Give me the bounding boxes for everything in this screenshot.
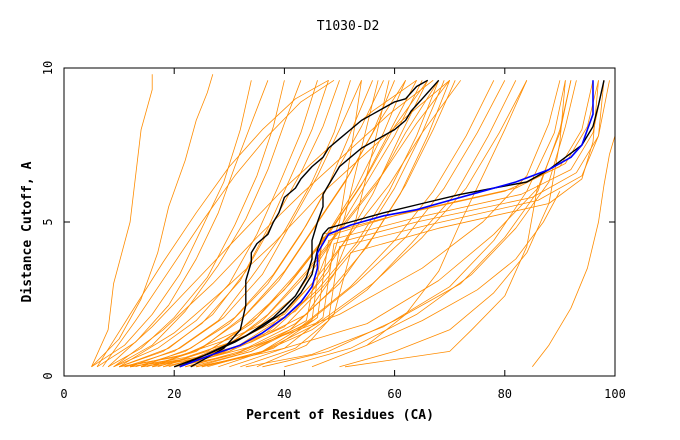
model-curve-43 (229, 80, 610, 368)
reference-curve-2 (179, 79, 440, 368)
model-curve-13 (140, 80, 384, 368)
model-curve-1 (91, 74, 153, 367)
model-curve-35 (196, 80, 517, 368)
y-tick-label: 10 (41, 61, 55, 75)
model-curve-27 (130, 80, 423, 368)
model-curve-36 (201, 80, 528, 368)
x-tick-label: 0 (60, 387, 67, 401)
model-curve-6 (113, 80, 302, 368)
model-curve-42 (218, 80, 605, 368)
model-curve-44 (240, 80, 605, 368)
model-curve-8 (118, 80, 329, 368)
model-curve-7 (113, 80, 318, 368)
model-curve-3 (91, 80, 252, 368)
plot-area (91, 74, 616, 368)
x-axis-label: Percent of Residues (CA) (246, 408, 434, 423)
x-tick-label: 40 (277, 387, 291, 401)
model-curve-53 (344, 184, 539, 368)
chart-title: T1030-D2 (317, 19, 380, 34)
highlight-curve (179, 80, 594, 368)
reference-curve-1 (190, 79, 429, 368)
y-tick-label: 0 (41, 372, 55, 379)
axis-ticks: 0 20 40 60 80 100 0 5 10 (41, 61, 626, 401)
model-curve-17 (163, 80, 429, 368)
reference-curve-3 (173, 80, 605, 368)
model-curve-37 (119, 80, 362, 368)
model-curve-51 (311, 80, 528, 368)
model-curve-25 (96, 79, 329, 368)
model-curve-48 (245, 80, 566, 368)
model-curve-52 (339, 80, 566, 368)
model-curve-34 (190, 80, 506, 368)
model-curve-15 (152, 80, 406, 368)
model-curve-4 (96, 80, 269, 368)
model-curve-11 (129, 80, 362, 368)
model-curve-46 (262, 80, 572, 368)
model-curve-49 (201, 80, 572, 368)
x-tick-label: 60 (387, 387, 401, 401)
x-tick-label: 20 (167, 387, 181, 401)
model-curve-26 (124, 80, 406, 368)
model-curve-21 (107, 79, 417, 368)
y-tick-label: 5 (41, 218, 55, 225)
model-curve-9 (118, 80, 340, 368)
model-curve-45 (256, 80, 599, 368)
model-curve-33 (185, 80, 495, 368)
model-curve-10 (124, 80, 351, 368)
model-curve-55 (366, 191, 561, 346)
model-curve-50 (174, 80, 561, 368)
model-curve-22 (113, 79, 434, 368)
model-curve-2 (91, 74, 214, 368)
x-tick-label: 100 (604, 387, 626, 401)
model-curve-23 (118, 79, 450, 368)
model-curve-54 (531, 135, 616, 368)
model-curve-24 (102, 79, 335, 368)
model-curve-41 (207, 80, 599, 368)
model-curve-47 (284, 80, 577, 368)
y-axis-label: Distance Cutoff, A (20, 161, 35, 302)
x-tick-label: 80 (498, 387, 512, 401)
model-curve-30 (163, 80, 445, 368)
model-curve-5 (107, 80, 285, 368)
model-curve-31 (174, 80, 451, 368)
